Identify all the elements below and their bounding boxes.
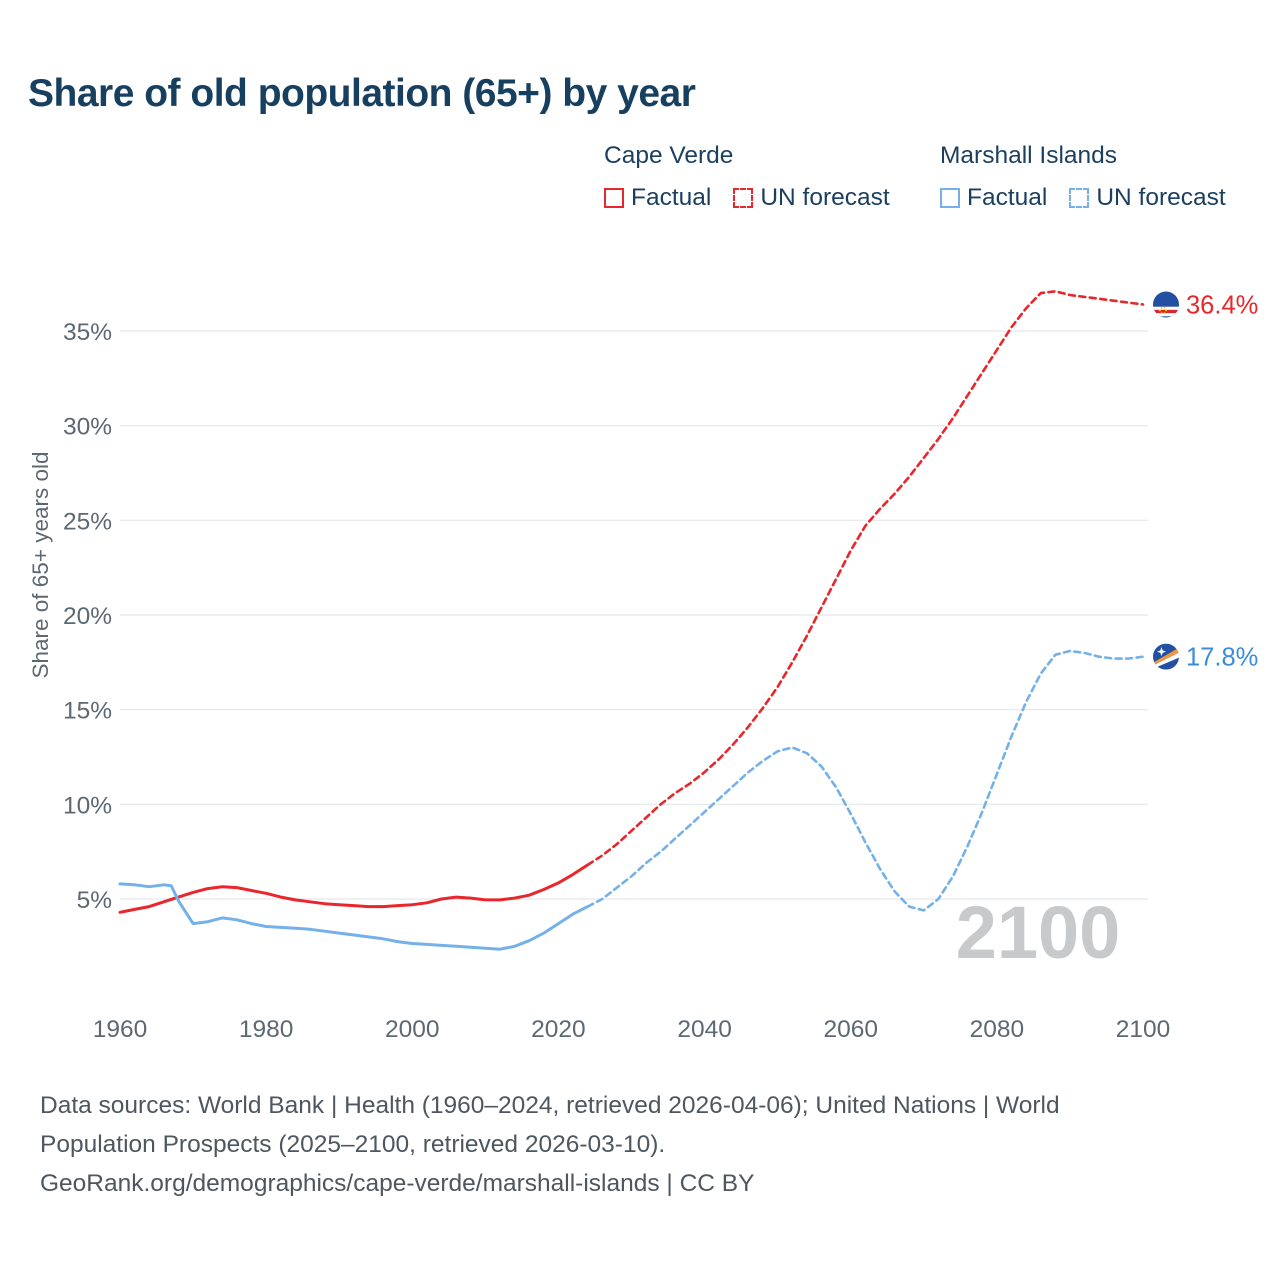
x-tick-label: 2080 [970,1016,1025,1043]
legend-item-forecast: UN forecast [760,184,890,211]
y-tick-label: 20% [63,603,112,630]
y-tick-label: 10% [63,792,112,819]
legend-item-forecast: UN forecast [1096,184,1226,211]
legend-series-name: Marshall Islands [940,142,1118,169]
marshall-islands-factual-line [118,882,590,951]
marshall-islands-flag-icon [1153,643,1179,670]
legend-item-factual: Factual [631,184,712,211]
attribution-line: GeoRank.org/demographics/cape-verde/mars… [40,1170,755,1197]
x-tick-label: 2060 [823,1016,878,1043]
x-tick-label: 1960 [93,1016,148,1043]
y-tick-label: 15% [63,698,112,725]
y-tick-label: 5% [77,887,112,914]
legend-swatch-solid-icon [604,188,624,208]
legend-group-cape-verde: Cape Verde Factual UN forecast [604,142,890,212]
footer: Data sources: World Bank | Health (1960–… [40,1086,1200,1203]
data-sources-line-1: Data sources: World Bank | Health (1960–… [40,1092,1060,1119]
cape-verde-flag-icon [1153,291,1179,318]
legend-series-name: Cape Verde [604,142,734,169]
legend-swatch-solid-icon [940,188,960,208]
cape-verde-end-label: 36.4% [1186,292,1258,320]
x-tick-label: 2000 [385,1016,440,1043]
legend-group-marshall-islands: Marshall Islands Factual UN forecast [940,142,1226,212]
legend-swatch-dashed-icon [733,188,754,208]
y-tick-label: 35% [63,319,112,346]
marshall-islands-end-label: 17.8% [1186,644,1258,672]
legend-item-factual: Factual [967,184,1048,211]
legend-row: Factual UN forecast [940,184,1226,212]
legend-row: Factual UN forecast [604,184,890,212]
legend-swatch-dashed-icon [1069,188,1090,208]
data-sources-line-2: Population Prospects (2025–2100, retriev… [40,1131,666,1158]
x-tick-label: 2020 [531,1016,586,1043]
marshall-islands-forecast-line [586,649,1145,912]
x-tick-label: 2100 [1116,1016,1171,1043]
watermark-year: 2100 [956,891,1121,974]
x-tick-label: 1980 [239,1016,294,1043]
page-title: Share of old population (65+) by year [28,72,696,115]
y-axis-title: Share of 65+ years old [28,451,53,678]
cape-verde-factual-line [118,863,590,914]
x-tick-label: 2040 [677,1016,732,1043]
y-tick-label: 30% [63,414,112,441]
y-tick-label: 25% [63,508,112,535]
cape-verde-forecast-line [586,290,1145,867]
